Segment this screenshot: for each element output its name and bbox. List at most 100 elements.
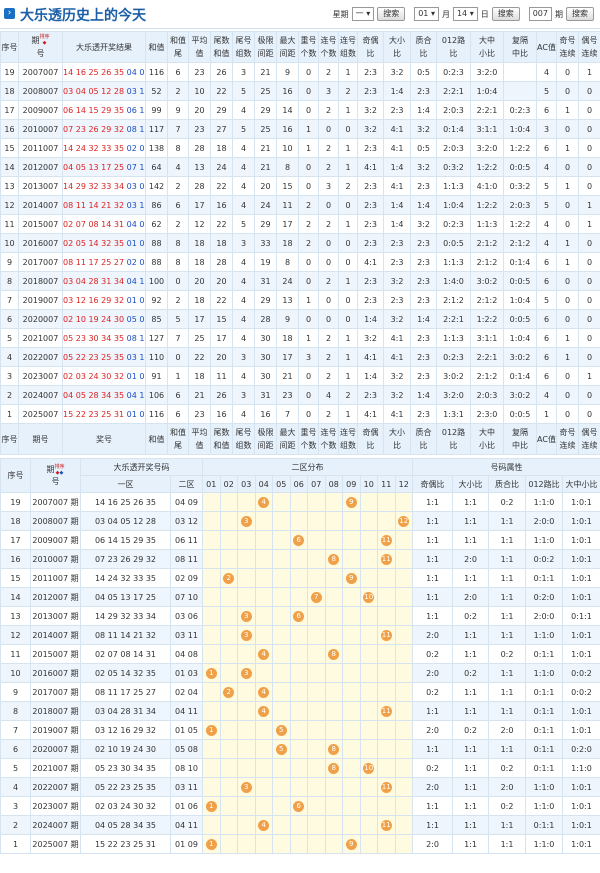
zone2-header: 二区 [170, 475, 203, 493]
stat-cell: 2 [167, 81, 189, 101]
stat-cell: 4:1 [383, 404, 411, 424]
stat-cell: 6 [536, 271, 557, 291]
ball: 11 [380, 534, 392, 546]
dist-cell [359, 663, 378, 683]
sort-arrow: ◆◆ [55, 470, 64, 476]
dist-cell [289, 511, 308, 531]
front-numbers: 06 14 15 29 35 [63, 105, 125, 115]
stat-cell: 3 [232, 385, 255, 405]
dist-cell [254, 663, 273, 683]
dist-cell [394, 606, 413, 626]
stat-cell: 3:2 [410, 214, 437, 234]
attr-cell: 1:0:1 [561, 587, 600, 607]
dist-cell: 6 [289, 606, 308, 626]
dist-cell [219, 777, 238, 797]
stat-cell: 0 [298, 366, 319, 386]
stat-cell [503, 62, 537, 82]
stat-cell: 3 [318, 176, 339, 196]
dist-cell [202, 587, 221, 607]
draw-result: 02 10 19 24 30 05 08 [62, 309, 146, 329]
back-numbers: 08 10 [170, 758, 203, 778]
back-numbers: 02 04 [170, 682, 203, 702]
stat-cell: 0 [556, 62, 579, 82]
search-button[interactable]: 搜索 [566, 7, 594, 21]
stat-cell: 17 [188, 195, 211, 215]
dist-cell [219, 606, 238, 626]
day-select[interactable]: 14 ▾ [452, 7, 478, 21]
dist-cell: 1 [202, 796, 221, 816]
dist-cell [394, 549, 413, 569]
stat-cell: 1:0:4 [503, 119, 537, 139]
issue-input[interactable]: 007 [528, 7, 552, 21]
dist-cell [342, 625, 361, 645]
attr-cell: 1:1 [452, 511, 489, 531]
dist-cell [219, 815, 238, 835]
attr-cell: 0:1:1 [561, 606, 600, 626]
search-button[interactable]: 搜索 [377, 7, 406, 21]
stat-cell: 4 [318, 385, 339, 405]
issue-text: 号 [51, 477, 60, 486]
back-numbers: 01 03 [126, 238, 145, 248]
stat-cell: 3:0:2 [470, 271, 504, 291]
stat-cell: 1:4 [410, 385, 437, 405]
stat-cell: 0 [338, 195, 358, 215]
stat-cell: 0:5 [410, 138, 437, 158]
stat-cell: 0:0:5 [503, 404, 537, 424]
issue: 2012007 期 [30, 587, 81, 607]
data-row: 5 2021007 期 05 23 30 34 35 08 10 8 10 0:2 1:1 0:… [0, 758, 600, 778]
header-text: 间距 [279, 441, 296, 450]
stat-cell: 1 [338, 366, 358, 386]
ball: 4 [258, 686, 270, 698]
back-numbers: 03 12 [170, 511, 203, 531]
stat-cell: 88 [145, 252, 168, 272]
stat-cell: 2:1:2 [436, 290, 471, 310]
back-numbers: 08 10 [126, 333, 145, 343]
header-text: 组数 [340, 441, 356, 450]
dist-col-header: 11 [377, 475, 396, 493]
stat-cell: 0 [167, 347, 189, 367]
stat-cell: 3 [298, 347, 319, 367]
week-select[interactable]: 一 ▾ [351, 7, 375, 21]
dist-col-header: 05 [272, 475, 291, 493]
dist-cell: 6 [289, 530, 308, 550]
header-text: 个数 [300, 441, 317, 450]
dist-cell: 12 [394, 511, 413, 531]
header-cell: 大中 小比 [470, 423, 504, 455]
stat-cell: 1 [298, 138, 319, 158]
dist-cell [237, 796, 256, 816]
stat-cell: 18 [188, 366, 211, 386]
stat-cell: 18 [210, 138, 233, 158]
stat-cell: 2:3 [357, 385, 384, 405]
back-numbers: 07 10 [126, 162, 145, 172]
stat-cell: 2 [318, 157, 339, 177]
sort-icon[interactable]: 排序 ◆ [39, 34, 49, 46]
stat-cell: 2:3 [410, 176, 437, 196]
seq: 12 [0, 625, 31, 645]
header-text: 重号 [300, 36, 317, 45]
dist-cell [377, 663, 396, 683]
header-cell: 重号 个数 [298, 423, 319, 455]
stat-cell: 9 [276, 62, 299, 82]
stat-cell: 2:3 [383, 252, 411, 272]
seq: 6 [0, 739, 31, 759]
sort-icon[interactable]: 排序 ◆◆ [54, 464, 64, 476]
stat-cell: 20 [188, 271, 211, 291]
search-button[interactable]: 搜索 [491, 7, 520, 21]
stat-cell: 27 [210, 119, 233, 139]
header-text: 尾 [174, 441, 182, 450]
stat-cell: 25 [254, 81, 277, 101]
header-text: 大小 [389, 428, 405, 437]
dist-cell [359, 720, 378, 740]
stat-cell: 2 [318, 100, 339, 120]
header-text: 比 [366, 441, 375, 450]
stat-cell: 1:4 [357, 366, 384, 386]
issue: 2022007 期 [30, 777, 81, 797]
back-numbers: 08 11 [170, 549, 203, 569]
month-select[interactable]: 01 ▾ [414, 7, 439, 21]
stat-cell: 18 [188, 290, 211, 310]
stat-cell: 4 [536, 62, 557, 82]
attr-cell: 1:1 [488, 606, 526, 626]
dist-cell [307, 530, 326, 550]
dist-cell [394, 834, 413, 854]
